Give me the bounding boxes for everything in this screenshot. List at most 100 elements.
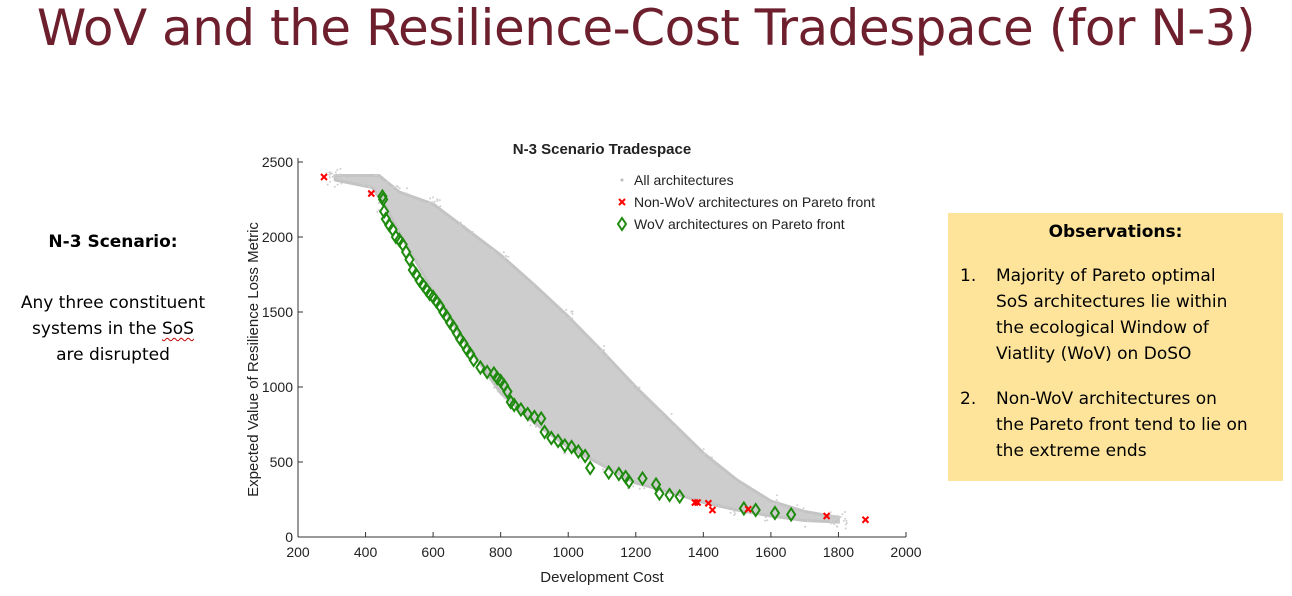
cloud-point: [538, 424, 541, 427]
x-axis-label: Development Cost: [540, 569, 664, 586]
legend-label-non-wov: Non-WoV architectures on Pareto front: [634, 194, 875, 210]
cloud-point: [844, 517, 847, 520]
cloud-point: [533, 418, 536, 421]
cloud-point: [470, 233, 472, 236]
cloud-point: [632, 485, 635, 488]
cloud-point: [674, 425, 677, 428]
cloud-point: [371, 180, 374, 182]
x-tick-label: 1200: [620, 544, 651, 560]
cloud-point: [597, 457, 600, 460]
x-tick-label: 1400: [688, 544, 719, 560]
x-tick-label: 2000: [890, 544, 921, 560]
cloud-point: [342, 176, 345, 179]
cloud-point: [660, 420, 663, 423]
cloud-point: [694, 457, 697, 460]
non-wov-point: [367, 189, 376, 198]
cloud-point: [569, 446, 572, 449]
cloud-point: [406, 187, 408, 190]
chart-svg: N-3 Scenario Tradespace 200 400 600 800 1000 1…: [245, 141, 922, 586]
non-wov-point: [708, 506, 717, 514]
cloud-point: [776, 494, 778, 497]
cloud-point: [505, 255, 507, 257]
non-wov-point: [704, 499, 713, 507]
cloud-point: [703, 495, 706, 498]
non-wov-point: [744, 505, 752, 513]
scenario-line-2-text: systems in the: [32, 319, 162, 339]
cloud-point: [609, 457, 612, 460]
scenario-description: Any three constituent systems in the SoS…: [0, 290, 226, 368]
cloud-point: [396, 185, 399, 188]
cloud-point: [329, 180, 332, 183]
wov-point: [573, 443, 584, 460]
cloud-point: [428, 202, 431, 204]
wov-point: [546, 430, 557, 446]
cloud-point: [729, 511, 732, 514]
cloud-point: [503, 397, 506, 400]
cloud-point: [339, 167, 342, 170]
cloud-point: [431, 201, 434, 204]
cloud-point: [844, 523, 847, 526]
cloud-point: [844, 511, 846, 513]
cloud-point: [597, 355, 600, 358]
non-wov-point: [822, 512, 831, 520]
cloud-point: [703, 452, 706, 455]
y-tick-label: 0: [285, 529, 293, 545]
cloud-point: [362, 183, 365, 186]
wov-point: [508, 397, 520, 413]
cloud-point: [733, 510, 736, 513]
x-tick-label: 1000: [553, 544, 584, 560]
cloud-point: [836, 514, 839, 517]
wov-point: [654, 485, 665, 502]
cloud-point: [734, 512, 737, 515]
cloud-point: [831, 516, 834, 519]
wov-point: [623, 473, 635, 490]
wov-point: [664, 487, 675, 503]
cloud-point: [389, 191, 392, 194]
cloud-point: [594, 349, 597, 352]
cloud-point: [386, 181, 388, 184]
cloud-point: [595, 345, 597, 348]
cloud-point: [368, 185, 371, 188]
cloud-point: [695, 454, 698, 457]
y-axis-label: Expected Value of Resilience Loss Metric: [245, 222, 262, 497]
cloud-point: [336, 183, 339, 186]
cloud-point: [333, 185, 336, 188]
cloud-point: [328, 176, 331, 179]
observation-2-line-2: the Pareto front tend to lie on: [996, 415, 1248, 435]
cloud-point: [829, 519, 832, 521]
cloud-point: [696, 449, 699, 452]
cloud-point: [471, 230, 474, 233]
wov-series: [377, 188, 797, 523]
cloud-point: [462, 228, 465, 231]
x-tick-label: 1800: [823, 544, 854, 560]
cloud-point: [836, 517, 838, 520]
cloud-point: [329, 171, 331, 174]
cloud-point: [534, 425, 537, 428]
wov-point: [502, 383, 513, 400]
cloud-point: [507, 255, 510, 258]
cloud-point: [336, 168, 339, 171]
observation-1-line-1: Majority of Pareto optimal: [996, 266, 1216, 286]
cloud-point: [643, 487, 646, 490]
cloud-point: [697, 455, 700, 458]
cloud-point: [767, 504, 770, 507]
cloud-point: [571, 310, 574, 313]
cloud-point: [845, 519, 848, 522]
cloud-point: [493, 386, 496, 389]
cloud-point: [439, 205, 442, 208]
cloud-point: [433, 200, 436, 203]
cloud-point: [373, 184, 376, 187]
wov-point: [552, 433, 564, 449]
cloud-point: [491, 249, 494, 252]
cloud-point: [841, 513, 844, 516]
cloud-point: [764, 516, 767, 519]
cloud-point: [329, 172, 332, 175]
cloud-point: [702, 448, 705, 451]
cloud-point: [462, 230, 465, 233]
all-architectures-cloud: [325, 167, 848, 530]
cloud-point: [568, 317, 571, 320]
cloud-point: [563, 319, 566, 322]
wov-point: [404, 251, 415, 268]
cloud-point: [499, 252, 502, 255]
cloud-point: [675, 487, 678, 490]
